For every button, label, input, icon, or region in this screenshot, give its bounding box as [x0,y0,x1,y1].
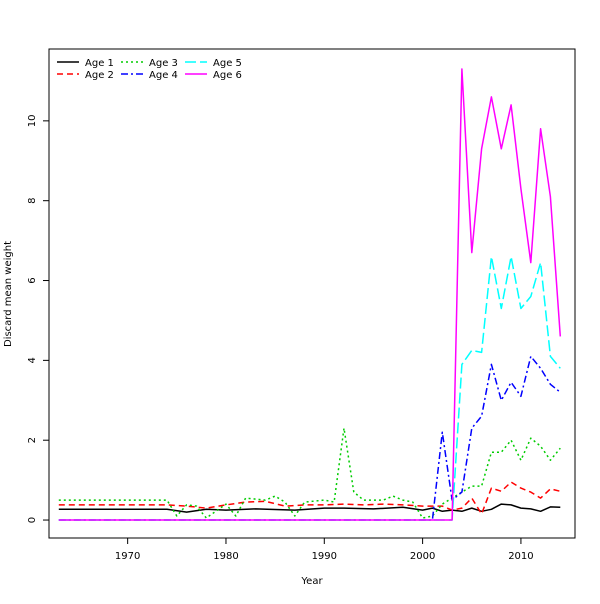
x-tick-label: 2010 [508,551,533,562]
legend-label-age-5: Age 5 [213,58,242,69]
y-axis-label: Discard mean weight [3,241,14,347]
series-line-age-1 [58,503,561,513]
series-line-age-3 [58,427,561,519]
y-tick-label: 0 [27,517,38,523]
y-tick-label: 8 [27,198,38,204]
y-tick-label: 4 [27,357,38,363]
series-line-age-2 [58,481,561,515]
x-axis: 1970 1980 1990 2000 2010 [115,537,534,562]
x-axis-label: Year [300,576,323,587]
x-tick-label: 1990 [312,551,337,562]
y-axis: 0 2 4 6 8 10 [27,114,50,523]
y-tick-label: 6 [27,277,38,283]
y-tick-label: 2 [27,437,38,443]
legend-label-age-1: Age 1 [85,58,114,69]
legend-label-age-3: Age 3 [149,58,178,69]
x-tick-label: 2000 [410,551,435,562]
series-line-age-4 [58,355,561,521]
series-line-age-6 [58,68,562,521]
y-tick-label: 10 [27,114,38,127]
legend-label-age-6: Age 6 [213,70,242,81]
x-tick-label: 1980 [213,551,238,562]
series-line-age-5 [58,255,561,521]
series-lines [58,68,562,521]
legend-label-age-2: Age 2 [85,70,114,81]
x-tick-label: 1970 [115,551,140,562]
legend-label-age-4: Age 4 [149,70,178,81]
